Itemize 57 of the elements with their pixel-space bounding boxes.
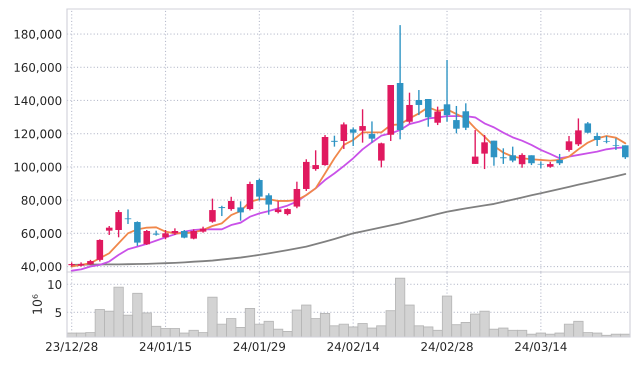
x-tick-label: 24/03/14 bbox=[515, 342, 567, 352]
y-tick-label: 60,000 bbox=[22, 229, 62, 240]
candlestick bbox=[340, 122, 348, 150]
y-tick-label: 120,000 bbox=[14, 129, 62, 140]
x-tick-label: 24/01/15 bbox=[140, 342, 192, 352]
candlestick bbox=[350, 126, 356, 147]
candlestick bbox=[575, 118, 582, 147]
candlestick bbox=[462, 102, 470, 131]
candlestick bbox=[594, 132, 600, 147]
y-tick-label: 10 bbox=[48, 280, 62, 289]
candlestick bbox=[162, 229, 169, 240]
candlestick bbox=[134, 220, 141, 247]
candlestick bbox=[331, 134, 338, 148]
candlestick bbox=[294, 180, 300, 209]
candlestick bbox=[500, 148, 507, 165]
candlestick bbox=[378, 142, 385, 168]
x-tick-label: 24/02/28 bbox=[421, 342, 473, 352]
candlestick bbox=[143, 229, 150, 246]
candlestick bbox=[622, 144, 629, 160]
candlestick bbox=[453, 105, 460, 134]
x-tick-label: 23/12/28 bbox=[46, 342, 98, 352]
candlestick bbox=[416, 89, 422, 116]
candlestick bbox=[434, 106, 441, 126]
candlestick bbox=[481, 134, 488, 170]
candlestick bbox=[584, 121, 592, 134]
x-tick-label: 24/02/14 bbox=[328, 342, 380, 352]
candlestick bbox=[209, 198, 216, 224]
y-tick-label: 140,000 bbox=[14, 96, 62, 106]
candlestick bbox=[237, 200, 244, 222]
candlestick bbox=[518, 152, 526, 168]
candlestick bbox=[190, 228, 197, 240]
candlestick bbox=[228, 196, 234, 212]
y-tick-label: 180,000 bbox=[14, 30, 62, 40]
candlestick bbox=[218, 205, 226, 217]
candlestick bbox=[96, 238, 104, 262]
candlestick bbox=[256, 178, 263, 202]
y-axis-title: 10⁶ bbox=[32, 294, 42, 314]
candlestick bbox=[368, 120, 376, 144]
candlestick bbox=[556, 153, 563, 166]
candlestick bbox=[274, 200, 282, 214]
candlestick bbox=[406, 92, 413, 124]
x-tick-label: 24/01/29 bbox=[234, 342, 286, 352]
candlestick bbox=[509, 146, 516, 163]
y-tick-label: 100,000 bbox=[14, 162, 62, 173]
candlestick bbox=[490, 140, 498, 166]
candlestick bbox=[444, 59, 450, 122]
y-tick-label: 80,000 bbox=[22, 196, 62, 206]
candlestick bbox=[472, 129, 478, 165]
candlestick bbox=[265, 192, 272, 216]
candlestick bbox=[115, 209, 122, 238]
candlestick bbox=[359, 108, 366, 144]
candlestick bbox=[566, 135, 572, 152]
y-tick-label: 40,000 bbox=[21, 262, 62, 272]
candlestick bbox=[424, 98, 432, 128]
y-tick-label: 160,000 bbox=[14, 63, 62, 74]
candlestick bbox=[312, 150, 319, 172]
y-tick-label: 5 bbox=[56, 308, 62, 317]
